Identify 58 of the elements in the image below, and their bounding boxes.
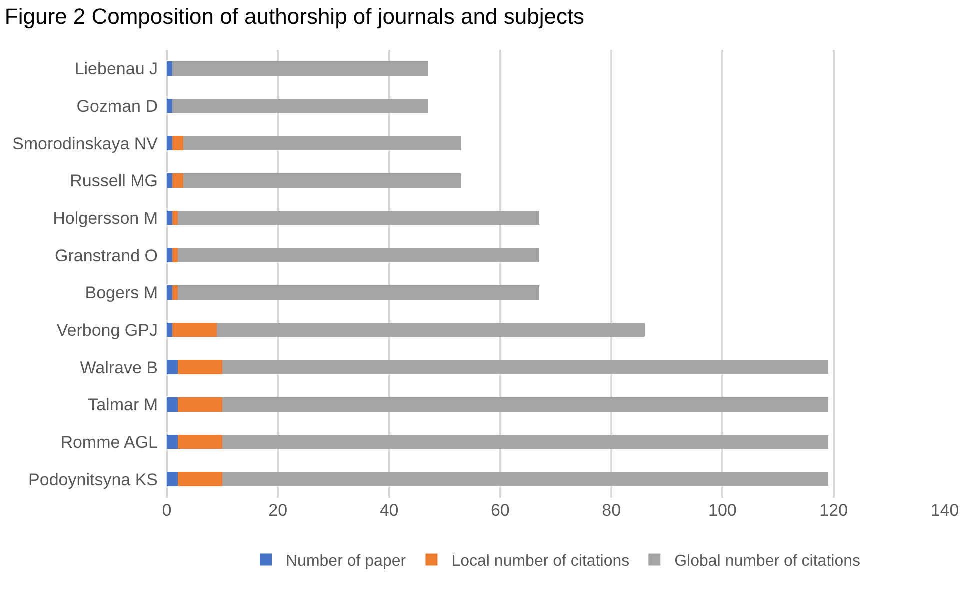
bar bbox=[172, 322, 218, 338]
y-tick-label: Liebenau J bbox=[74, 60, 158, 79]
y-tick-label: Bogers M bbox=[85, 284, 158, 303]
bar bbox=[222, 434, 828, 450]
bar bbox=[178, 434, 223, 450]
bar bbox=[178, 472, 223, 486]
x-tick-label: 0 bbox=[162, 501, 172, 520]
bar bbox=[222, 398, 828, 412]
bar bbox=[178, 210, 540, 226]
bar bbox=[178, 360, 223, 374]
bar bbox=[167, 62, 173, 76]
y-tick-label: Talmar M bbox=[88, 396, 158, 415]
y-tick-label: Granstrand O bbox=[55, 246, 158, 266]
bar bbox=[167, 398, 178, 412]
bar bbox=[178, 286, 540, 300]
bar bbox=[167, 360, 178, 374]
legend-label: Global number of citations bbox=[674, 552, 860, 570]
bar bbox=[172, 210, 178, 226]
bar bbox=[172, 286, 178, 300]
bar bbox=[172, 248, 178, 262]
bar bbox=[172, 62, 428, 76]
bar bbox=[184, 174, 462, 188]
x-tick-label: 60 bbox=[490, 501, 510, 520]
y-tick-label: Romme AGL bbox=[60, 432, 158, 452]
y-tick-label: Holgersson M bbox=[53, 208, 158, 228]
x-tick-label: 100 bbox=[708, 501, 737, 520]
bar bbox=[217, 322, 645, 338]
x-tick-label: 80 bbox=[602, 501, 622, 520]
legend-label: Number of paper bbox=[286, 552, 407, 570]
x-tick-label: 140 bbox=[930, 501, 960, 520]
chart-title: Figure 2 Composition of authorship of journals and subjects bbox=[4, 4, 585, 30]
x-tick-label: 20 bbox=[268, 501, 288, 520]
y-tick-label: Smorodinskaya NV bbox=[12, 134, 159, 154]
bar bbox=[172, 174, 184, 188]
x-tick-label: 40 bbox=[380, 501, 399, 520]
bar bbox=[167, 174, 173, 188]
bar bbox=[167, 286, 173, 300]
y-tick-label: Podoynitsyna KS bbox=[28, 470, 158, 490]
bar bbox=[178, 398, 223, 412]
bar bbox=[167, 210, 173, 226]
x-tick-label: 120 bbox=[820, 501, 848, 520]
bar bbox=[167, 98, 173, 114]
bar bbox=[184, 136, 462, 150]
bar bbox=[222, 360, 828, 374]
y-tick-label: Verbong GPJ bbox=[56, 320, 158, 340]
bar bbox=[172, 136, 184, 150]
legend-label: Local number of citations bbox=[452, 552, 630, 570]
y-tick-label: Walrave B bbox=[80, 358, 158, 378]
bar bbox=[167, 136, 173, 150]
bar bbox=[172, 98, 428, 114]
bar bbox=[178, 248, 540, 262]
bar bbox=[167, 322, 173, 338]
bar bbox=[222, 472, 828, 486]
y-tick-label: Gozman D bbox=[76, 96, 158, 116]
y-tick-label: Russell MG bbox=[70, 172, 158, 191]
bar bbox=[167, 472, 178, 486]
bar bbox=[167, 248, 173, 262]
bar bbox=[167, 434, 178, 450]
